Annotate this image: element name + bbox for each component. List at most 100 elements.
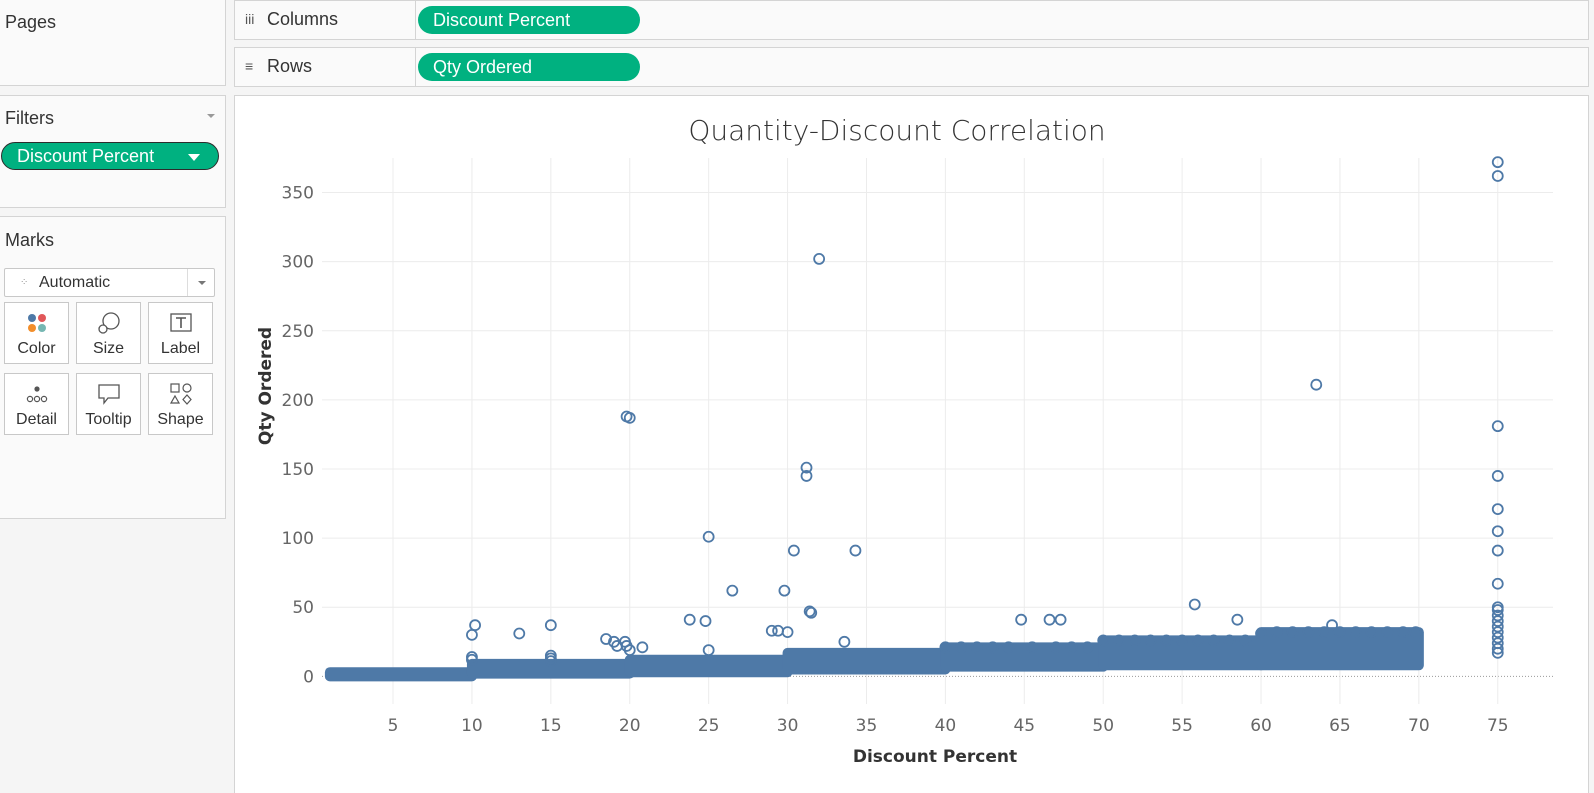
scatter-point[interactable]	[1310, 378, 1323, 391]
scatter-point[interactable]	[781, 626, 794, 639]
scatter-point[interactable]	[623, 644, 636, 656]
scatter-point[interactable]	[803, 605, 816, 618]
scatter-point[interactable]	[1188, 598, 1201, 611]
rows-pill-qty-ordered[interactable]: Qty Ordered	[418, 53, 640, 81]
scatter-point[interactable]	[1491, 604, 1504, 616]
scatter-point[interactable]	[971, 641, 983, 654]
scatter-point[interactable]	[1207, 634, 1220, 647]
scatter-point[interactable]	[1192, 634, 1204, 647]
scatter-point[interactable]	[1491, 631, 1504, 644]
scatter-point[interactable]	[1381, 626, 1394, 639]
scatter-point[interactable]	[1491, 620, 1504, 633]
filters-menu-icon[interactable]	[207, 114, 215, 118]
scatter-point[interactable]	[1043, 613, 1056, 626]
scatter-point[interactable]	[986, 641, 999, 654]
scatter-point[interactable]	[805, 606, 818, 619]
scatter-point[interactable]	[1491, 615, 1504, 627]
scatter-point[interactable]	[1326, 619, 1338, 632]
scatter-marks[interactable]	[324, 156, 1504, 682]
scatter-point[interactable]	[1349, 626, 1362, 639]
scatter-point[interactable]	[1491, 577, 1504, 590]
scatter-point[interactable]	[1239, 634, 1252, 647]
scatter-point[interactable]	[800, 461, 813, 474]
scatter-chart[interactable]: Quantity-Discount Correlation 0 50 100 150 2…	[235, 96, 1588, 793]
scatter-point[interactable]	[1255, 627, 1267, 640]
scatter-point[interactable]	[772, 624, 785, 637]
scatter-point[interactable]	[955, 641, 968, 654]
scatter-point[interactable]	[702, 644, 715, 656]
scatter-point[interactable]	[1054, 613, 1067, 626]
scatter-point[interactable]	[1491, 170, 1504, 182]
columns-pill-discount-percent[interactable]: Discount Percent	[418, 6, 640, 34]
scatter-point[interactable]	[1097, 634, 1110, 647]
scatter-point[interactable]	[513, 627, 526, 640]
chevron-down-icon[interactable]	[188, 154, 200, 161]
dense-mark-band[interactable]	[1256, 627, 1424, 671]
scatter-point[interactable]	[1270, 626, 1283, 639]
scatter-point[interactable]	[1409, 626, 1422, 639]
scatter-point[interactable]	[1491, 544, 1504, 557]
scatter-point[interactable]	[1081, 641, 1094, 654]
scatter-point[interactable]	[683, 613, 696, 626]
scatter-point[interactable]	[1491, 525, 1504, 538]
scatter-point[interactable]	[1491, 156, 1504, 169]
dense-mark-band[interactable]	[624, 654, 793, 678]
scatter-point[interactable]	[1491, 503, 1504, 515]
filters-panel[interactable]: Filters Discount Percent	[0, 95, 226, 208]
scatter-point[interactable]	[800, 470, 813, 482]
scatter-point[interactable]	[544, 655, 557, 668]
pages-panel[interactable]: Pages	[0, 0, 226, 86]
dense-mark-band[interactable]	[466, 658, 635, 679]
scatter-point[interactable]	[702, 530, 715, 543]
dense-mark-band[interactable]	[324, 667, 477, 682]
scatter-point[interactable]	[1334, 626, 1346, 639]
scatter-point[interactable]	[623, 411, 636, 424]
mark-type-dropdown[interactable]: ⁘ Automatic	[4, 268, 215, 297]
scatter-point[interactable]	[1302, 626, 1315, 639]
scatter-point[interactable]	[1002, 641, 1015, 654]
chart-view[interactable]: Quantity-Discount Correlation 0 50 100 150 2…	[234, 95, 1589, 793]
scatter-point[interactable]	[1318, 626, 1331, 639]
scatter-point[interactable]	[636, 641, 649, 654]
scatter-point[interactable]	[1144, 634, 1157, 647]
scatter-point[interactable]	[1113, 634, 1125, 647]
scatter-point[interactable]	[1491, 646, 1504, 659]
scatter-point[interactable]	[1026, 641, 1039, 654]
scatter-point[interactable]	[1491, 420, 1504, 433]
scatter-point[interactable]	[544, 619, 557, 632]
scatter-point[interactable]	[1491, 609, 1504, 622]
scatter-point[interactable]	[699, 615, 712, 627]
scatter-point[interactable]	[1397, 626, 1409, 639]
scatter-point[interactable]	[787, 544, 800, 557]
scatter-point[interactable]	[813, 253, 826, 265]
scatter-point[interactable]	[1128, 634, 1141, 647]
scatter-point[interactable]	[765, 624, 778, 637]
scatter-point[interactable]	[1365, 626, 1378, 639]
size-button[interactable]: Size	[76, 302, 141, 364]
scatter-point[interactable]	[469, 619, 481, 632]
scatter-point[interactable]	[1491, 470, 1504, 482]
scatter-point[interactable]	[1223, 634, 1236, 647]
scatter-point[interactable]	[1015, 613, 1028, 626]
scatter-point[interactable]	[849, 544, 862, 557]
scatter-point[interactable]	[1491, 626, 1504, 639]
scatter-point[interactable]	[1065, 641, 1078, 654]
scatter-point[interactable]	[1231, 613, 1244, 626]
scatter-point[interactable]	[600, 633, 612, 645]
scatter-point[interactable]	[939, 641, 952, 654]
scatter-point[interactable]	[726, 584, 739, 597]
scatter-point[interactable]	[1160, 634, 1173, 647]
dense-mark-band[interactable]	[782, 647, 951, 675]
columns-shelf[interactable]: iii Columns Discount Percent	[234, 0, 1589, 40]
scatter-point[interactable]	[1049, 641, 1062, 654]
filter-pill-discount-percent[interactable]: Discount Percent	[1, 142, 219, 170]
tooltip-button[interactable]: Tooltip	[76, 373, 141, 435]
scatter-point[interactable]	[838, 635, 851, 648]
rows-shelf[interactable]: ≡ Rows Qty Ordered	[234, 47, 1589, 87]
scatter-point[interactable]	[1286, 626, 1299, 639]
scatter-point[interactable]	[1176, 634, 1189, 647]
scatter-point[interactable]	[466, 653, 478, 666]
detail-button[interactable]: Detail	[4, 373, 69, 435]
color-button[interactable]: Color	[4, 302, 69, 364]
scatter-point[interactable]	[1491, 642, 1504, 655]
